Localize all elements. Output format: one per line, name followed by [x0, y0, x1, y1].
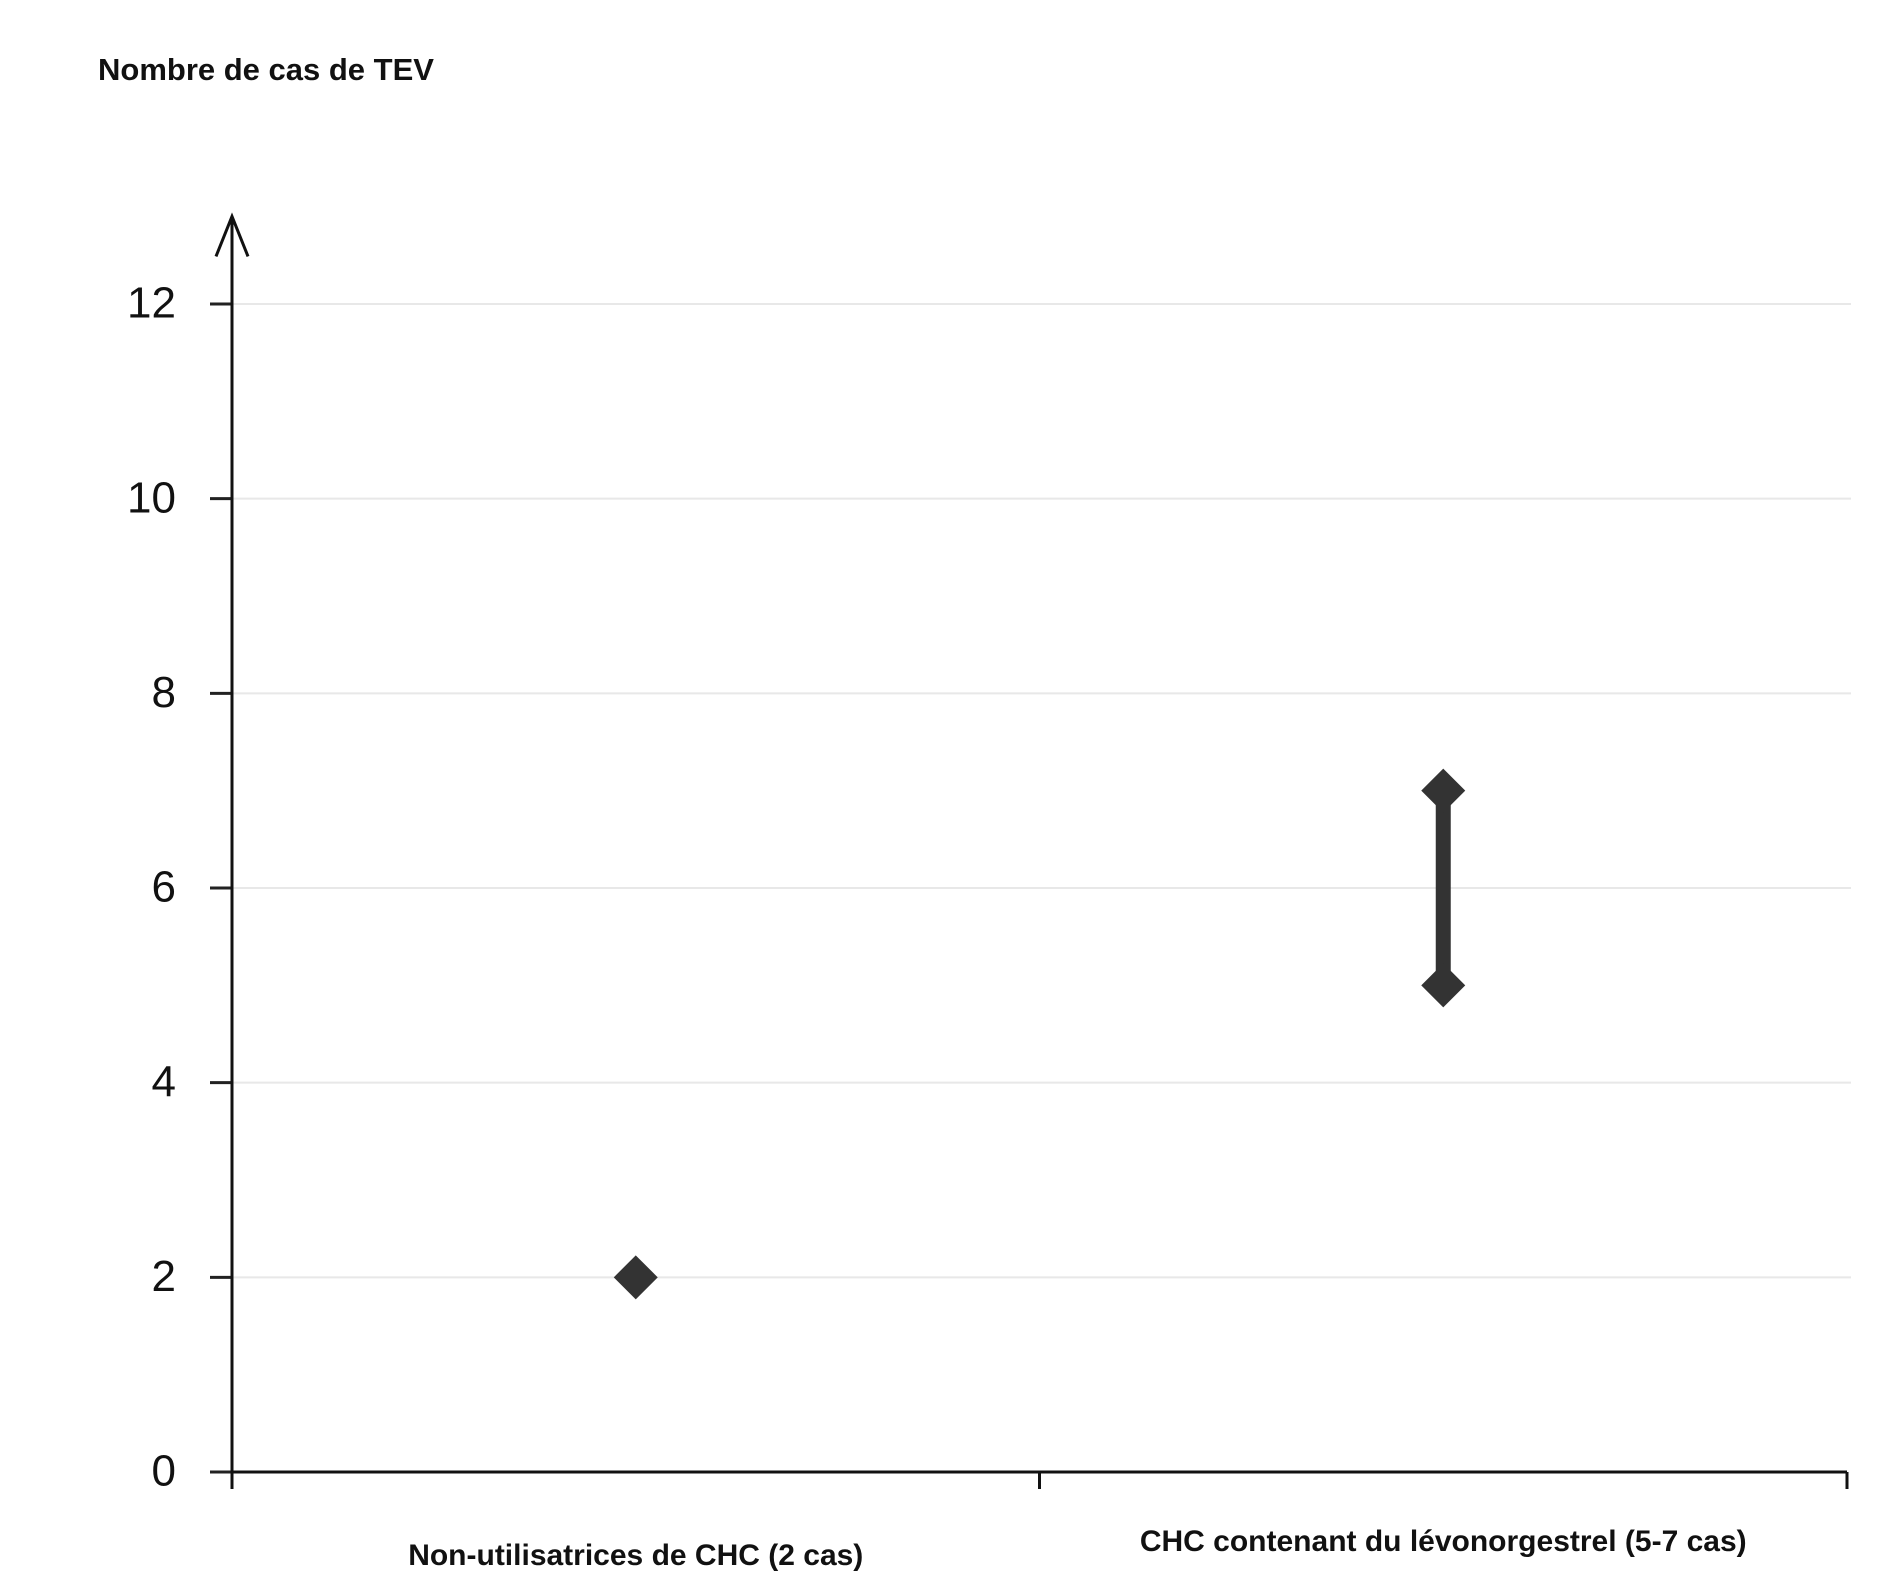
y-tick-label: 0 — [152, 1447, 176, 1496]
y-tick-label: 4 — [152, 1057, 176, 1106]
y-axis-arrow — [214, 212, 250, 257]
y-axis-title: Nombre de cas de TEV — [98, 52, 434, 87]
x-tick-label: CHC contenant du lévonorgestrel (5-7 cas… — [1140, 1525, 1747, 1558]
marker — [1421, 768, 1466, 813]
y-tick-label: 6 — [152, 863, 176, 912]
x-tick-label: Non-utilisatrices de CHC (2 cas) — [408, 1539, 863, 1572]
marker — [1421, 963, 1466, 1008]
y-tick-label: 12 — [127, 279, 176, 328]
y-tick-label: 8 — [152, 668, 176, 717]
y-tick-label: 2 — [152, 1252, 176, 1301]
y-tick-label: 10 — [127, 473, 176, 522]
marker — [613, 1255, 658, 1300]
